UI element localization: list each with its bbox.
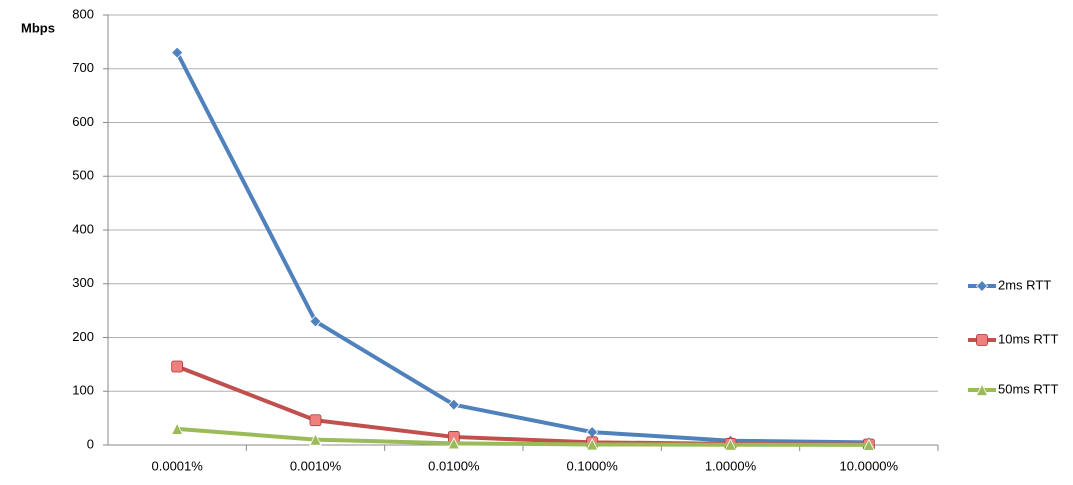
y-tick-label: 100: [72, 383, 94, 398]
legend-marker: [976, 334, 988, 346]
x-tick-label: 1.0000%: [705, 458, 757, 473]
legend-marker: [975, 279, 989, 293]
marker: [309, 315, 322, 328]
legend-label: 2ms RTT: [998, 277, 1051, 292]
marker: [171, 46, 184, 59]
x-tick-label: 0.0010%: [290, 458, 342, 473]
y-tick-label: 300: [72, 275, 94, 290]
series-line: [176, 364, 869, 447]
marker: [171, 360, 184, 373]
x-tick-label: 0.0100%: [428, 458, 480, 473]
marker: [862, 438, 875, 451]
series-line: [175, 51, 869, 445]
legend-label: 10ms RTT: [998, 331, 1058, 346]
series-line: [177, 426, 869, 447]
marker: [309, 414, 322, 427]
marker: [724, 438, 737, 451]
legend-label: 50ms RTT: [998, 381, 1058, 396]
y-tick-label: 700: [72, 60, 94, 75]
y-tick-label: 400: [72, 221, 94, 236]
y-tick-label: 0: [87, 436, 94, 451]
y-tick-label: 800: [72, 6, 94, 21]
y-tick-label: 200: [72, 329, 94, 344]
marker: [586, 438, 599, 451]
marker: [171, 422, 184, 435]
x-tick-label: 0.1000%: [567, 458, 619, 473]
legend-marker: [975, 383, 989, 396]
x-tick-label: 0.0001%: [152, 458, 204, 473]
marker: [586, 426, 599, 439]
y-axis-label: Mbps: [21, 20, 55, 35]
marker: [309, 433, 322, 446]
x-tick-label: 10.0000%: [840, 458, 899, 473]
marker: [447, 436, 460, 450]
y-tick-label: 600: [72, 114, 94, 129]
marker: [447, 398, 460, 411]
y-tick-label: 500: [72, 168, 94, 183]
